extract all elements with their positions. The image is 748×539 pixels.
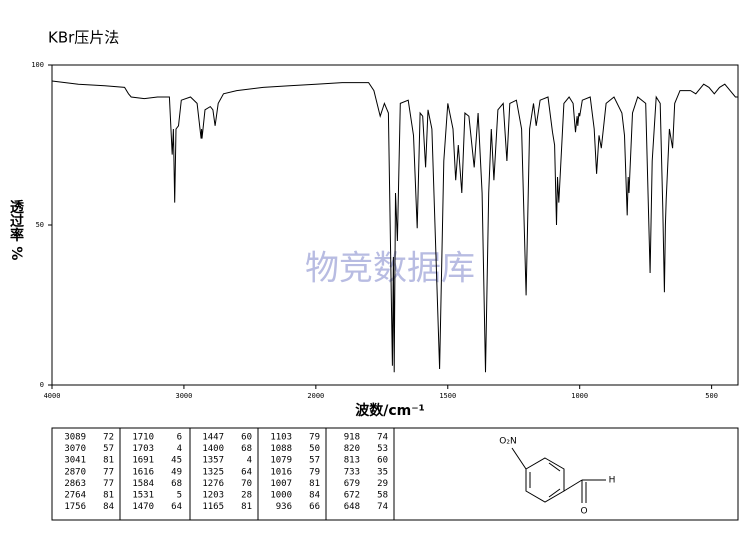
table-cell: 1165 <box>202 502 224 512</box>
table-cell: 679 <box>344 479 360 489</box>
table-cell: 58 <box>377 491 388 501</box>
table-cell: 1710 <box>132 433 154 443</box>
structure-bonds <box>511 447 606 503</box>
table-cell: 936 <box>276 502 292 512</box>
table-cell: 35 <box>377 467 388 477</box>
y-tick-label: 100 <box>31 61 44 69</box>
table-cell: 29 <box>377 479 388 489</box>
structure-label: H <box>609 476 616 486</box>
table-cell: 1616 <box>132 467 154 477</box>
table-cell: 4 <box>247 456 252 466</box>
table-cell: 72 <box>103 433 114 443</box>
structure-label: O <box>580 507 587 517</box>
y-axis-label: 透过率 % <box>8 200 24 261</box>
table-cell: 68 <box>241 444 252 454</box>
table-cell: 64 <box>171 502 182 512</box>
structure-label: O₂N <box>499 437 516 447</box>
table-cell: 1325 <box>202 467 224 477</box>
table-cell: 28 <box>241 491 252 501</box>
y-tick-label: 0 <box>40 381 44 389</box>
table-cell: 1703 <box>132 444 154 454</box>
table-cell: 57 <box>103 444 114 454</box>
table-cell: 4 <box>177 444 182 454</box>
y-tick-label: 50 <box>36 221 44 229</box>
table-cell: 3041 <box>64 456 86 466</box>
table-cell: 77 <box>103 467 114 477</box>
table-cell: 45 <box>171 456 182 466</box>
table-cell: 820 <box>344 444 360 454</box>
table-cell: 77 <box>103 479 114 489</box>
table-cell: 66 <box>309 502 320 512</box>
x-tick-label: 4000 <box>44 392 61 400</box>
table-cell: 70 <box>241 479 252 489</box>
table-cell: 6 <box>177 433 182 443</box>
table-cell: 648 <box>344 502 360 512</box>
watermark: 物竞数据库 <box>305 249 475 289</box>
table-cell: 733 <box>344 467 360 477</box>
table-cell: 1447 <box>202 433 224 443</box>
table-cell: 1103 <box>270 433 292 443</box>
table-cell: 1088 <box>270 444 292 454</box>
table-cell: 79 <box>309 467 320 477</box>
table-cell: 79 <box>309 433 320 443</box>
table-cell: 918 <box>344 433 360 443</box>
table-cell: 74 <box>377 502 388 512</box>
table-cell: 1203 <box>202 491 224 501</box>
x-tick-label: 2000 <box>307 392 324 400</box>
x-tick-label: 500 <box>705 392 718 400</box>
table-cell: 813 <box>344 456 360 466</box>
table-cell: 60 <box>241 433 252 443</box>
table-cell: 3089 <box>64 433 86 443</box>
table-cell: 3070 <box>64 444 86 454</box>
table-cell: 2764 <box>64 491 86 501</box>
table-cell: 68 <box>171 479 182 489</box>
table-cell: 1016 <box>270 467 292 477</box>
spectrum-line <box>51 80 738 373</box>
table-cell: 53 <box>377 444 388 454</box>
table-cell: 672 <box>344 491 360 501</box>
table-dividers <box>119 428 395 520</box>
table-cell: 74 <box>377 433 388 443</box>
table-cell: 1079 <box>270 456 292 466</box>
x-tick-label: 1500 <box>439 392 456 400</box>
table-cell: 50 <box>309 444 320 454</box>
table-cell: 2863 <box>64 479 86 489</box>
table-cell: 2870 <box>64 467 86 477</box>
table-cell: 1531 <box>132 491 154 501</box>
table-cell: 1276 <box>202 479 224 489</box>
table-cell: 5 <box>177 491 182 501</box>
table-cell: 60 <box>377 456 388 466</box>
table-cell: 1756 <box>64 502 86 512</box>
table-cell: 1470 <box>132 502 154 512</box>
table-cell: 1007 <box>270 479 292 489</box>
table-frame <box>51 427 739 521</box>
table-cell: 81 <box>103 491 114 501</box>
table-cell: 81 <box>103 456 114 466</box>
table-cell: 81 <box>241 502 252 512</box>
table-cell: 1000 <box>270 491 292 501</box>
table-cell: 81 <box>309 479 320 489</box>
table-cell: 1400 <box>202 444 224 454</box>
table-cell: 84 <box>103 502 114 512</box>
table-cell: 84 <box>309 491 320 501</box>
table-cell: 1691 <box>132 456 154 466</box>
x-tick-label: 3000 <box>175 392 192 400</box>
table-cell: 49 <box>171 467 182 477</box>
table-cell: 64 <box>241 467 252 477</box>
table-cell: 1357 <box>202 456 224 466</box>
table-cell: 1584 <box>132 479 154 489</box>
chart-title: KBr压片法 <box>48 29 119 47</box>
x-axis-label: 波数/cm⁻¹ <box>355 402 425 419</box>
table-cell: 57 <box>309 456 320 466</box>
x-tick-label: 1000 <box>571 392 588 400</box>
